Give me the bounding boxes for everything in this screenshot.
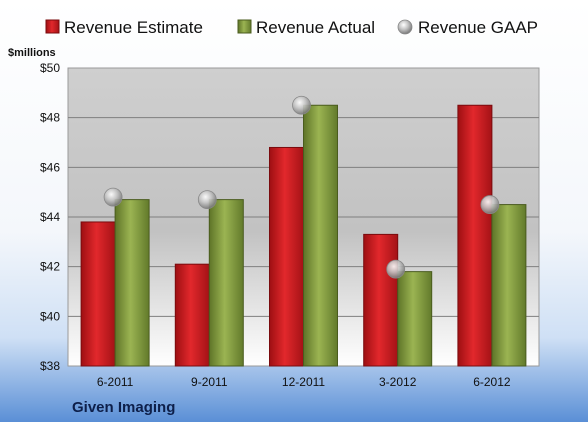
marker-revenue-gaap-9-2011	[197, 190, 217, 210]
x-tick-label: 9-2011	[191, 375, 228, 389]
y-axis-ticks: $38 $40 $42 $44 $46 $48 $50	[40, 61, 60, 373]
x-tick-label: 12-2011	[282, 375, 325, 389]
marker-revenue-gaap-3-2012	[386, 259, 406, 279]
bar-revenue-estimate-6-2011	[80, 221, 116, 367]
y-tick-label: $40	[40, 309, 60, 323]
bar-revenue-estimate-3-2012	[363, 233, 399, 367]
y-tick-label: $38	[40, 359, 60, 373]
bar-revenue-actual-6-2011	[114, 199, 150, 367]
legend-label-revenue-estimate: Revenue Estimate	[64, 18, 203, 37]
legend-swatch-revenue-actual	[237, 19, 252, 34]
legend-label-revenue-gaap: Revenue GAAP	[418, 18, 538, 37]
marker-revenue-gaap-6-2012	[480, 195, 500, 214]
legend-label-revenue-actual: Revenue Actual	[256, 18, 375, 37]
legend-swatch-revenue-gaap	[397, 19, 413, 35]
y-tick-label: $46	[40, 160, 60, 174]
legend-swatch-revenue-estimate	[45, 19, 60, 34]
marker-revenue-gaap-12-2011	[292, 95, 311, 115]
bar-revenue-estimate-6-2012	[457, 104, 493, 367]
bar-revenue-actual-9-2011	[208, 199, 244, 367]
y-tick-label: $48	[40, 111, 60, 125]
gaap-markers	[103, 95, 500, 279]
bar-revenue-estimate-12-2011	[269, 146, 304, 367]
x-tick-label: 6-2012	[473, 375, 511, 389]
x-tick-label: 3-2012	[379, 375, 417, 389]
y-tick-label: $44	[40, 210, 60, 224]
company-label: Given Imaging	[72, 399, 175, 416]
bar-revenue-estimate-9-2011	[174, 263, 210, 367]
y-axis-label: $millions	[8, 47, 56, 59]
bar-revenue-actual-6-2012	[491, 204, 527, 367]
marker-revenue-gaap-6-2011	[103, 187, 123, 207]
legend: Revenue Estimate Revenue Actual Revenue …	[45, 18, 538, 37]
bars	[80, 104, 527, 367]
x-tick-label: 6-2011	[97, 375, 134, 389]
y-tick-label: $42	[40, 260, 60, 274]
bar-revenue-actual-3-2012	[397, 271, 433, 367]
y-tick-label: $50	[40, 61, 60, 75]
bar-revenue-actual-12-2011	[303, 104, 338, 367]
x-axis-ticks: 6-2011 9-2011 12-2011 3-2012 6-2012	[97, 375, 511, 389]
